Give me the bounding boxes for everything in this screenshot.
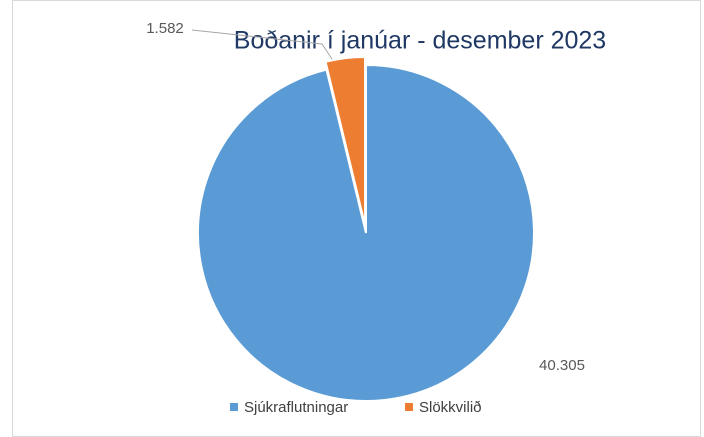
pie-slice — [324, 56, 367, 226]
legend-label: Slökkvilið — [419, 399, 482, 416]
leader-line — [191, 29, 335, 63]
chart-title: Boðanir í janúar - desember 2023 — [234, 27, 606, 55]
legend-swatch — [405, 403, 413, 411]
legend-label: Sjúkraflutningar — [244, 399, 348, 416]
legend-swatch — [230, 403, 238, 411]
data-label: 40.305 — [539, 357, 585, 374]
pie-slice — [197, 63, 535, 402]
data-label: 1.582 — [146, 20, 184, 37]
